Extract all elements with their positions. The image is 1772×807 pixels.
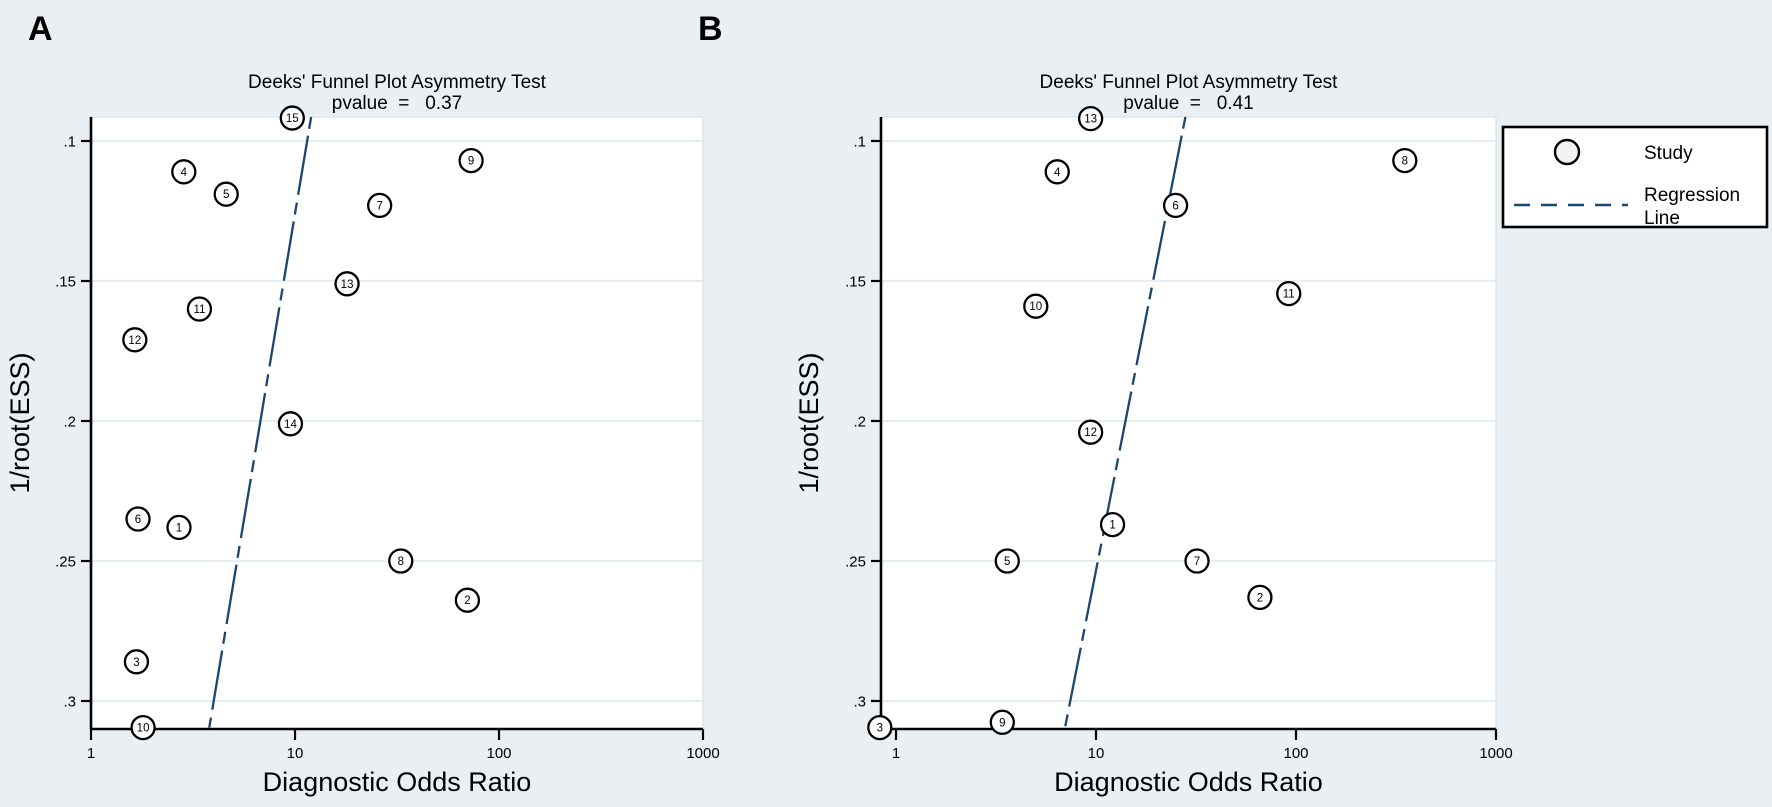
study-marker-number: 1 — [176, 522, 182, 534]
y-tick-label: .1 — [853, 134, 866, 151]
study-marker — [1247, 584, 1273, 611]
x-tick-label: 1000 — [1479, 745, 1512, 762]
regression-line-b — [1063, 116, 1187, 728]
study-marker-number: 13 — [1084, 114, 1097, 126]
study-marker — [1099, 511, 1126, 538]
study-marker — [1044, 159, 1070, 185]
panel-a-letter: A — [28, 10, 53, 48]
study-marker-number: 11 — [1283, 289, 1295, 301]
study-marker — [166, 514, 192, 541]
y-tick-label: .3 — [63, 694, 76, 711]
study-marker-number: 10 — [1029, 301, 1042, 313]
study-marker-number: 7 — [1194, 556, 1200, 568]
study-marker-number: 12 — [1084, 427, 1097, 439]
y-tick-label: .3 — [853, 694, 866, 711]
study-marker-number: 2 — [1257, 592, 1263, 604]
study-marker — [1392, 147, 1418, 174]
study-marker — [367, 192, 393, 219]
study-marker-number: 5 — [223, 189, 229, 201]
study-marker-number: 11 — [193, 304, 205, 316]
panel-title-b: Deeks' Funnel Plot Asymmetry Test — [1040, 72, 1339, 93]
study-marker — [123, 649, 150, 675]
y-axis-title-a: 1/root(ESS) — [5, 352, 35, 493]
study-marker — [122, 327, 148, 353]
y-tick-label: .1 — [63, 134, 76, 151]
y-tick-label: .15 — [55, 274, 76, 291]
study-marker-number: 15 — [286, 113, 299, 125]
study-marker — [186, 296, 213, 322]
study-marker — [277, 411, 304, 437]
x-axis-title-a: Diagnostic Odds Ratio — [263, 767, 532, 797]
study-marker — [454, 587, 481, 613]
study-marker-number: 4 — [1054, 167, 1061, 179]
study-marker — [1077, 105, 1104, 132]
y-tick-label: .2 — [63, 414, 76, 431]
study-marker-number: 3 — [133, 657, 139, 669]
x-tick-label: 1 — [87, 745, 95, 762]
study-marker — [334, 271, 360, 297]
x-tick-label: 100 — [486, 745, 511, 762]
study-marker-number: 8 — [398, 556, 404, 568]
y-tick-label: .2 — [853, 414, 866, 431]
panel-a: .1 .15 .2 .25 .3 1 10 100 1000 Deeks' Funnel Plot… — [5, 72, 720, 797]
study-marker — [1162, 192, 1189, 219]
study-marker — [1023, 293, 1049, 319]
study-marker — [213, 181, 239, 207]
panel-subtitle-b: pvalue = 0.41 — [1123, 93, 1253, 114]
panel-title-a: Deeks' Funnel Plot Asymmetry Test — [248, 72, 547, 93]
y-tick-label: .15 — [845, 274, 866, 291]
legend-regression-label-line2: Line — [1644, 208, 1680, 229]
legend-study-label: Study — [1644, 143, 1693, 164]
legend-study-marker-icon — [1553, 138, 1581, 166]
x-tick-label: 10 — [1088, 745, 1105, 762]
y-tick-label: .25 — [845, 554, 866, 571]
study-marker-number: 9 — [468, 156, 474, 168]
x-tick-label: 1 — [892, 745, 900, 762]
study-marker-number: 9 — [999, 717, 1005, 729]
study-marker — [171, 159, 197, 185]
study-marker-number: 7 — [376, 200, 382, 212]
x-tick-label: 100 — [1283, 745, 1308, 762]
study-marker-number: 5 — [1004, 556, 1010, 568]
panel-b: .1 .15 .2 .25 .3 1 10 100 1000 Deeks' Funnel Plot… — [794, 72, 1513, 797]
legend-box — [1501, 125, 1769, 229]
legend-regression-label-line1: Regression — [1644, 185, 1740, 206]
study-marker — [1276, 280, 1302, 307]
study-marker-number: 12 — [128, 335, 141, 347]
x-tick-label: 1000 — [686, 745, 719, 762]
x-tick-label: 10 — [287, 745, 304, 762]
x-axis-title-b: Diagnostic Odds Ratio — [1054, 767, 1323, 797]
study-marker — [130, 714, 156, 741]
study-marker-number: 6 — [135, 514, 141, 526]
study-marker-number: 8 — [1402, 156, 1408, 168]
study-marker — [458, 147, 484, 174]
study-marker — [994, 548, 1020, 574]
study-marker-number: 2 — [464, 595, 470, 607]
y-axis-title-b: 1/root(ESS) — [794, 352, 824, 493]
study-marker-number: 4 — [181, 167, 188, 179]
regression-line-a — [208, 116, 313, 728]
study-marker — [388, 548, 414, 574]
study-marker — [867, 714, 893, 741]
study-marker-number: 6 — [1172, 200, 1178, 212]
study-marker-number: 3 — [877, 723, 883, 735]
study-marker-number: 14 — [284, 419, 297, 431]
study-marker — [125, 506, 151, 532]
plot-area-a — [90, 116, 704, 730]
panel-subtitle-a: pvalue = 0.37 — [332, 93, 462, 114]
panel-b-letter: B — [698, 10, 723, 48]
study-marker — [1077, 419, 1104, 445]
study-marker — [279, 105, 305, 131]
y-tick-label: .25 — [55, 554, 76, 571]
study-marker — [989, 709, 1015, 735]
study-marker — [1184, 548, 1210, 574]
plot-area-b — [880, 116, 1497, 730]
study-marker-number: 1 — [1109, 520, 1115, 532]
study-marker-number: 13 — [341, 279, 354, 291]
study-marker-number: 10 — [137, 723, 150, 735]
